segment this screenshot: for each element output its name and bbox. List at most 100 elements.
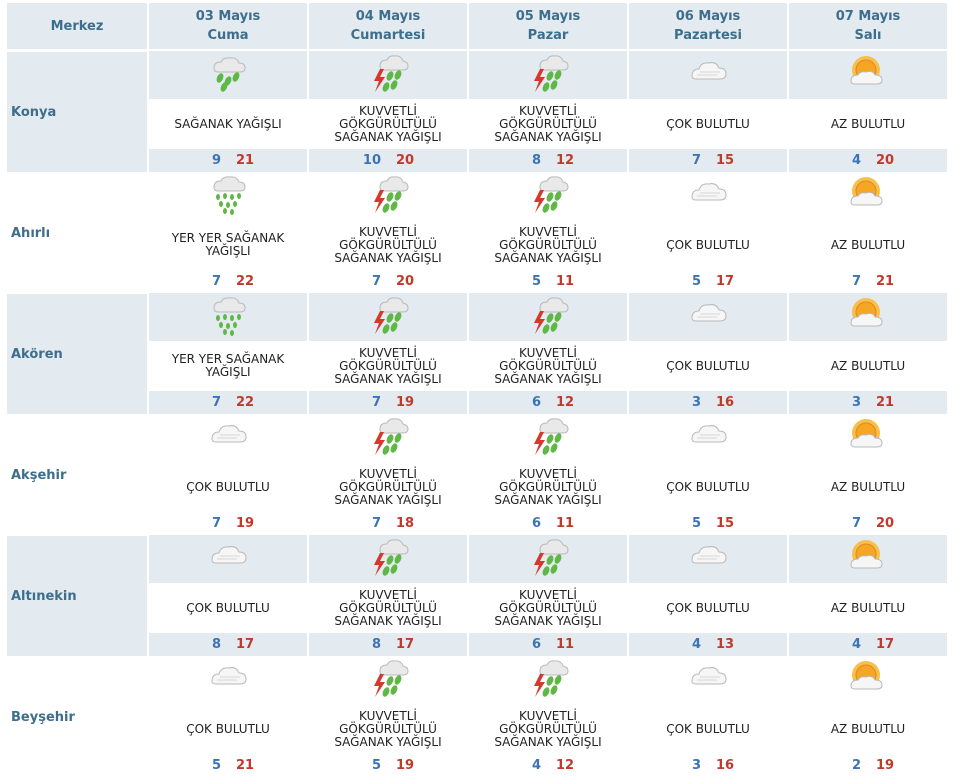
min-temperature: 5 bbox=[371, 758, 381, 773]
cloudy-icon bbox=[691, 62, 727, 80]
temperature-range: 9 21 bbox=[149, 149, 307, 172]
forecast-cell: KUVVETLİ GÖKGÜRÜLTÜLÜ SAĞANAK YAĞIŞLI 7 18 bbox=[309, 414, 467, 535]
min-temperature: 7 bbox=[211, 274, 221, 289]
temperature-range: 7 22 bbox=[149, 270, 307, 293]
forecast-cell: AZ BULUTLU 4 17 bbox=[789, 535, 947, 656]
day-name: Salı bbox=[854, 28, 882, 43]
day-date: 04 Mayıs bbox=[355, 9, 421, 24]
weather-icon-wrap bbox=[309, 172, 467, 220]
weather-icon-wrap bbox=[149, 414, 307, 462]
max-temperature: 20 bbox=[875, 153, 895, 168]
temperature-range: 4 12 bbox=[469, 754, 627, 777]
weather-description: KUVVETLİ GÖKGÜRÜLTÜLÜ SAĞANAK YAĞIŞLI bbox=[309, 341, 467, 391]
forecast-cell: KUVVETLİ GÖKGÜRÜLTÜLÜ SAĞANAK YAĞIŞLI 7 19 bbox=[309, 293, 467, 414]
weather-description: AZ BULUTLU bbox=[789, 220, 947, 270]
cloudy-icon bbox=[211, 667, 247, 685]
max-temperature: 11 bbox=[555, 274, 575, 289]
min-temperature: 5 bbox=[211, 758, 221, 773]
weather-description: ÇOK BULUTLU bbox=[629, 220, 787, 270]
max-temperature: 17 bbox=[235, 637, 255, 652]
forecast-cell: KUVVETLİ GÖKGÜRÜLTÜLÜ SAĞANAK YAĞIŞLI 8 12 bbox=[469, 51, 627, 172]
max-temperature: 13 bbox=[715, 637, 735, 652]
weather-description: AZ BULUTLU bbox=[789, 341, 947, 391]
column-header-day: 07 Mayıs Salı bbox=[789, 3, 947, 51]
thunderstorm-icon bbox=[373, 660, 409, 699]
forecast-cell: KUVVETLİ GÖKGÜRÜLTÜLÜ SAĞANAK YAĞIŞLI 6 12 bbox=[469, 293, 627, 414]
thunderstorm-icon bbox=[533, 55, 569, 94]
forecast-cell: KUVVETLİ GÖKGÜRÜLTÜLÜ SAĞANAK YAĞIŞLI 6 11 bbox=[469, 535, 627, 656]
cloudy-icon bbox=[691, 183, 727, 201]
city-label: Akşehir bbox=[7, 414, 147, 535]
min-temperature: 7 bbox=[211, 516, 221, 531]
min-temperature: 4 bbox=[851, 637, 861, 652]
temperature-range: 4 20 bbox=[789, 149, 947, 172]
weather-description: ÇOK BULUTLU bbox=[149, 462, 307, 512]
cloudy-icon bbox=[691, 667, 727, 685]
weather-description: KUVVETLİ GÖKGÜRÜLTÜLÜ SAĞANAK YAĞIŞLI bbox=[309, 462, 467, 512]
weather-icon-wrap bbox=[629, 51, 787, 99]
weather-icon-wrap bbox=[309, 656, 467, 704]
forecast-cell: AZ BULUTLU 2 19 bbox=[789, 656, 947, 777]
min-temperature: 5 bbox=[531, 274, 541, 289]
max-temperature: 19 bbox=[235, 516, 255, 531]
thunderstorm-icon bbox=[373, 418, 409, 457]
partly-sunny-icon bbox=[850, 660, 883, 690]
weather-description: KUVVETLİ GÖKGÜRÜLTÜLÜ SAĞANAK YAĞIŞLI bbox=[469, 220, 627, 270]
forecast-cell: YER YER SAĞANAK YAĞIŞLI 7 22 bbox=[149, 293, 307, 414]
temperature-range: 8 17 bbox=[149, 633, 307, 656]
weather-icon-wrap bbox=[629, 172, 787, 220]
min-temperature: 8 bbox=[371, 637, 381, 652]
forecast-table: Merkez 03 Mayıs Cuma 04 Mayıs Cumartesi … bbox=[7, 3, 947, 777]
cloudy-icon bbox=[211, 425, 247, 443]
forecast-cell: AZ BULUTLU 3 21 bbox=[789, 293, 947, 414]
day-name: Cuma bbox=[207, 28, 249, 43]
forecast-cell: AZ BULUTLU 7 20 bbox=[789, 414, 947, 535]
forecast-cell: KUVVETLİ GÖKGÜRÜLTÜLÜ SAĞANAK YAĞIŞLI 5 11 bbox=[469, 172, 627, 293]
min-temperature: 4 bbox=[531, 758, 541, 773]
min-temperature: 6 bbox=[531, 516, 541, 531]
min-temperature: 9 bbox=[211, 153, 221, 168]
max-temperature: 17 bbox=[715, 274, 735, 289]
thunderstorm-icon bbox=[373, 539, 409, 578]
forecast-cell: ÇOK BULUTLU 4 13 bbox=[629, 535, 787, 656]
column-header-day: 04 Mayıs Cumartesi bbox=[309, 3, 467, 51]
forecast-cell: YER YER SAĞANAK YAĞIŞLI 7 22 bbox=[149, 172, 307, 293]
city-label: Konya bbox=[7, 51, 147, 172]
weather-icon-wrap bbox=[149, 172, 307, 220]
thunderstorm-icon bbox=[373, 176, 409, 215]
weather-icon-wrap bbox=[789, 656, 947, 704]
day-name: Pazar bbox=[527, 28, 569, 43]
day-name: Pazartesi bbox=[674, 28, 742, 43]
weather-icon-wrap bbox=[309, 51, 467, 99]
forecast-cell: ÇOK BULUTLU 8 17 bbox=[149, 535, 307, 656]
forecast-cell: SAĞANAK YAĞIŞLI 9 21 bbox=[149, 51, 307, 172]
cloudy-icon bbox=[691, 546, 727, 564]
forecast-cell: ÇOK BULUTLU 5 21 bbox=[149, 656, 307, 777]
temperature-range: 7 19 bbox=[149, 512, 307, 535]
temperature-range: 7 15 bbox=[629, 149, 787, 172]
max-temperature: 12 bbox=[555, 758, 575, 773]
min-temperature: 10 bbox=[362, 153, 381, 168]
max-temperature: 20 bbox=[395, 153, 415, 168]
forecast-cell: ÇOK BULUTLU 5 17 bbox=[629, 172, 787, 293]
temperature-range: 5 15 bbox=[629, 512, 787, 535]
forecast-cell: AZ BULUTLU 7 21 bbox=[789, 172, 947, 293]
temperature-range: 4 17 bbox=[789, 633, 947, 656]
forecast-cell: KUVVETLİ GÖKGÜRÜLTÜLÜ SAĞANAK YAĞIŞLI 4 12 bbox=[469, 656, 627, 777]
weather-description: YER YER SAĞANAK YAĞIŞLI bbox=[149, 341, 307, 391]
weather-icon-wrap bbox=[309, 414, 467, 462]
max-temperature: 11 bbox=[555, 637, 575, 652]
temperature-range: 7 20 bbox=[309, 270, 467, 293]
max-temperature: 11 bbox=[555, 516, 575, 531]
min-temperature: 7 bbox=[851, 274, 861, 289]
min-temperature: 5 bbox=[691, 516, 701, 531]
temperature-range: 5 17 bbox=[629, 270, 787, 293]
forecast-cell: KUVVETLİ GÖKGÜRÜLTÜLÜ SAĞANAK YAĞIŞLI 10 2… bbox=[309, 51, 467, 172]
weather-description: ÇOK BULUTLU bbox=[629, 704, 787, 754]
weather-icon-wrap bbox=[149, 656, 307, 704]
weather-icon-wrap bbox=[469, 656, 627, 704]
temperature-range: 10 20 bbox=[309, 149, 467, 172]
forecast-cell: KUVVETLİ GÖKGÜRÜLTÜLÜ SAĞANAK YAĞIŞLI 5 19 bbox=[309, 656, 467, 777]
partly-sunny-icon bbox=[850, 418, 883, 448]
temperature-range: 6 11 bbox=[469, 512, 627, 535]
